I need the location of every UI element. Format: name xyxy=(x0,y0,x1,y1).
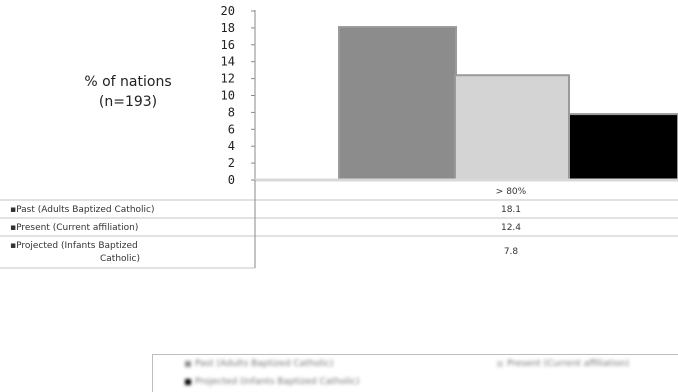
legend-label-past: Past (Adults Baptized Catholic) xyxy=(195,359,334,369)
y-tick-label: 6 xyxy=(228,122,235,136)
row-label-projected-line-2: Catholic) xyxy=(100,254,140,264)
row-label-past: ▪Past (Adults Baptized Catholic) xyxy=(10,205,155,215)
y-tick-labels: 20 18 16 14 12 10 8 6 4 2 0 xyxy=(221,4,235,187)
bar-group xyxy=(338,26,678,182)
y-tick-label: 10 xyxy=(221,89,235,103)
y-tick-label: 0 xyxy=(228,173,235,187)
legend-item-projected: Projected (Infants Baptized Catholic) xyxy=(185,377,360,387)
category-label: > 80% xyxy=(496,187,527,197)
legend-label-projected: Projected (Infants Baptized Catholic) xyxy=(195,377,360,387)
y-tick-label: 4 xyxy=(228,139,235,153)
y-tick-label: 12 xyxy=(221,72,235,86)
y-tick-label: 8 xyxy=(228,105,235,119)
y-tick-label: 18 xyxy=(221,21,235,35)
y-tick-label: 2 xyxy=(228,156,235,170)
legend-swatch-present xyxy=(497,360,503,367)
y-axis-label-line-1: % of nations xyxy=(84,74,171,90)
legend-swatch-past xyxy=(185,360,191,367)
value-past: 18.1 xyxy=(501,205,521,215)
legend-item-past: Past (Adults Baptized Catholic) xyxy=(185,359,333,369)
value-present: 12.4 xyxy=(501,223,521,233)
legend-item-present: Present (Current affiliation) xyxy=(497,359,629,369)
value-projected: 7.8 xyxy=(504,247,519,257)
y-axis-label-line-2: (n=193) xyxy=(99,94,157,110)
bar-present xyxy=(454,74,570,181)
y-tick-marks xyxy=(251,10,255,181)
y-tick-label: 14 xyxy=(221,55,235,69)
legend-label-present: Present (Current affiliation) xyxy=(507,359,630,369)
y-tick-label: 16 xyxy=(221,38,235,52)
row-label-projected-line-1: ▪Projected (Infants Baptized xyxy=(10,241,138,251)
legend-swatch-projected xyxy=(185,378,191,385)
data-table: > 80% ▪Past (Adults Baptized Catholic) ▪… xyxy=(0,180,678,269)
legend-box: Past (Adults Baptized Catholic) Present … xyxy=(152,354,678,392)
row-label-present: ▪Present (Current affiliation) xyxy=(10,223,138,233)
bar-past xyxy=(338,26,457,182)
bar-projected xyxy=(568,113,678,181)
y-tick-label: 20 xyxy=(221,4,235,18)
